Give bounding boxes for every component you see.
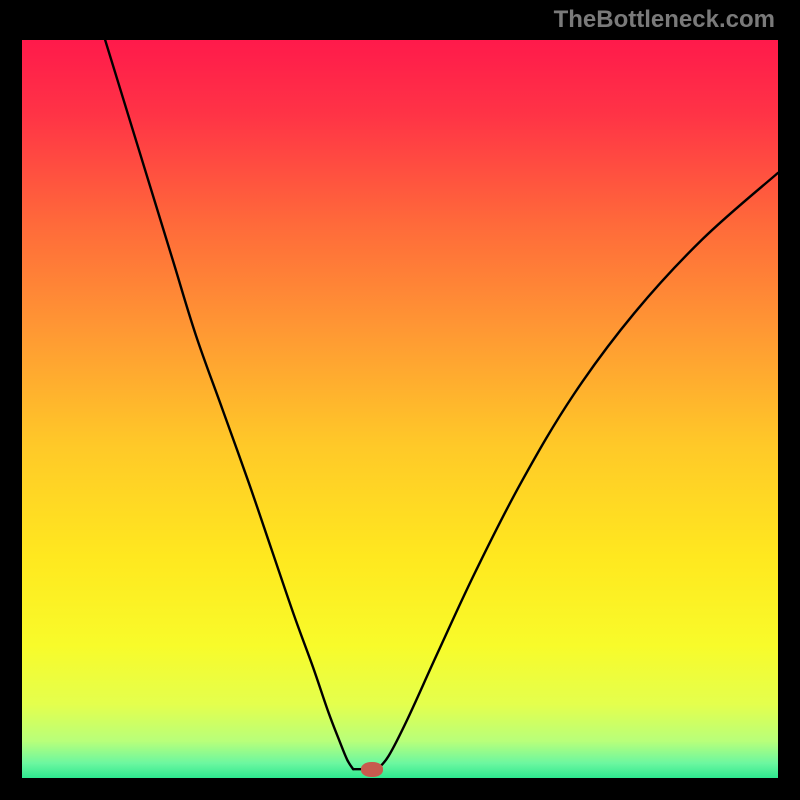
bottleneck-curve [22, 40, 778, 778]
frame-border [0, 0, 22, 800]
frame-border [0, 778, 800, 800]
curve-right-branch [377, 173, 778, 769]
curve-left-branch [105, 40, 353, 769]
watermark-text: TheBottleneck.com [554, 6, 775, 34]
optimum-marker [361, 762, 384, 777]
frame-border [778, 0, 800, 800]
plot-area [22, 40, 778, 778]
